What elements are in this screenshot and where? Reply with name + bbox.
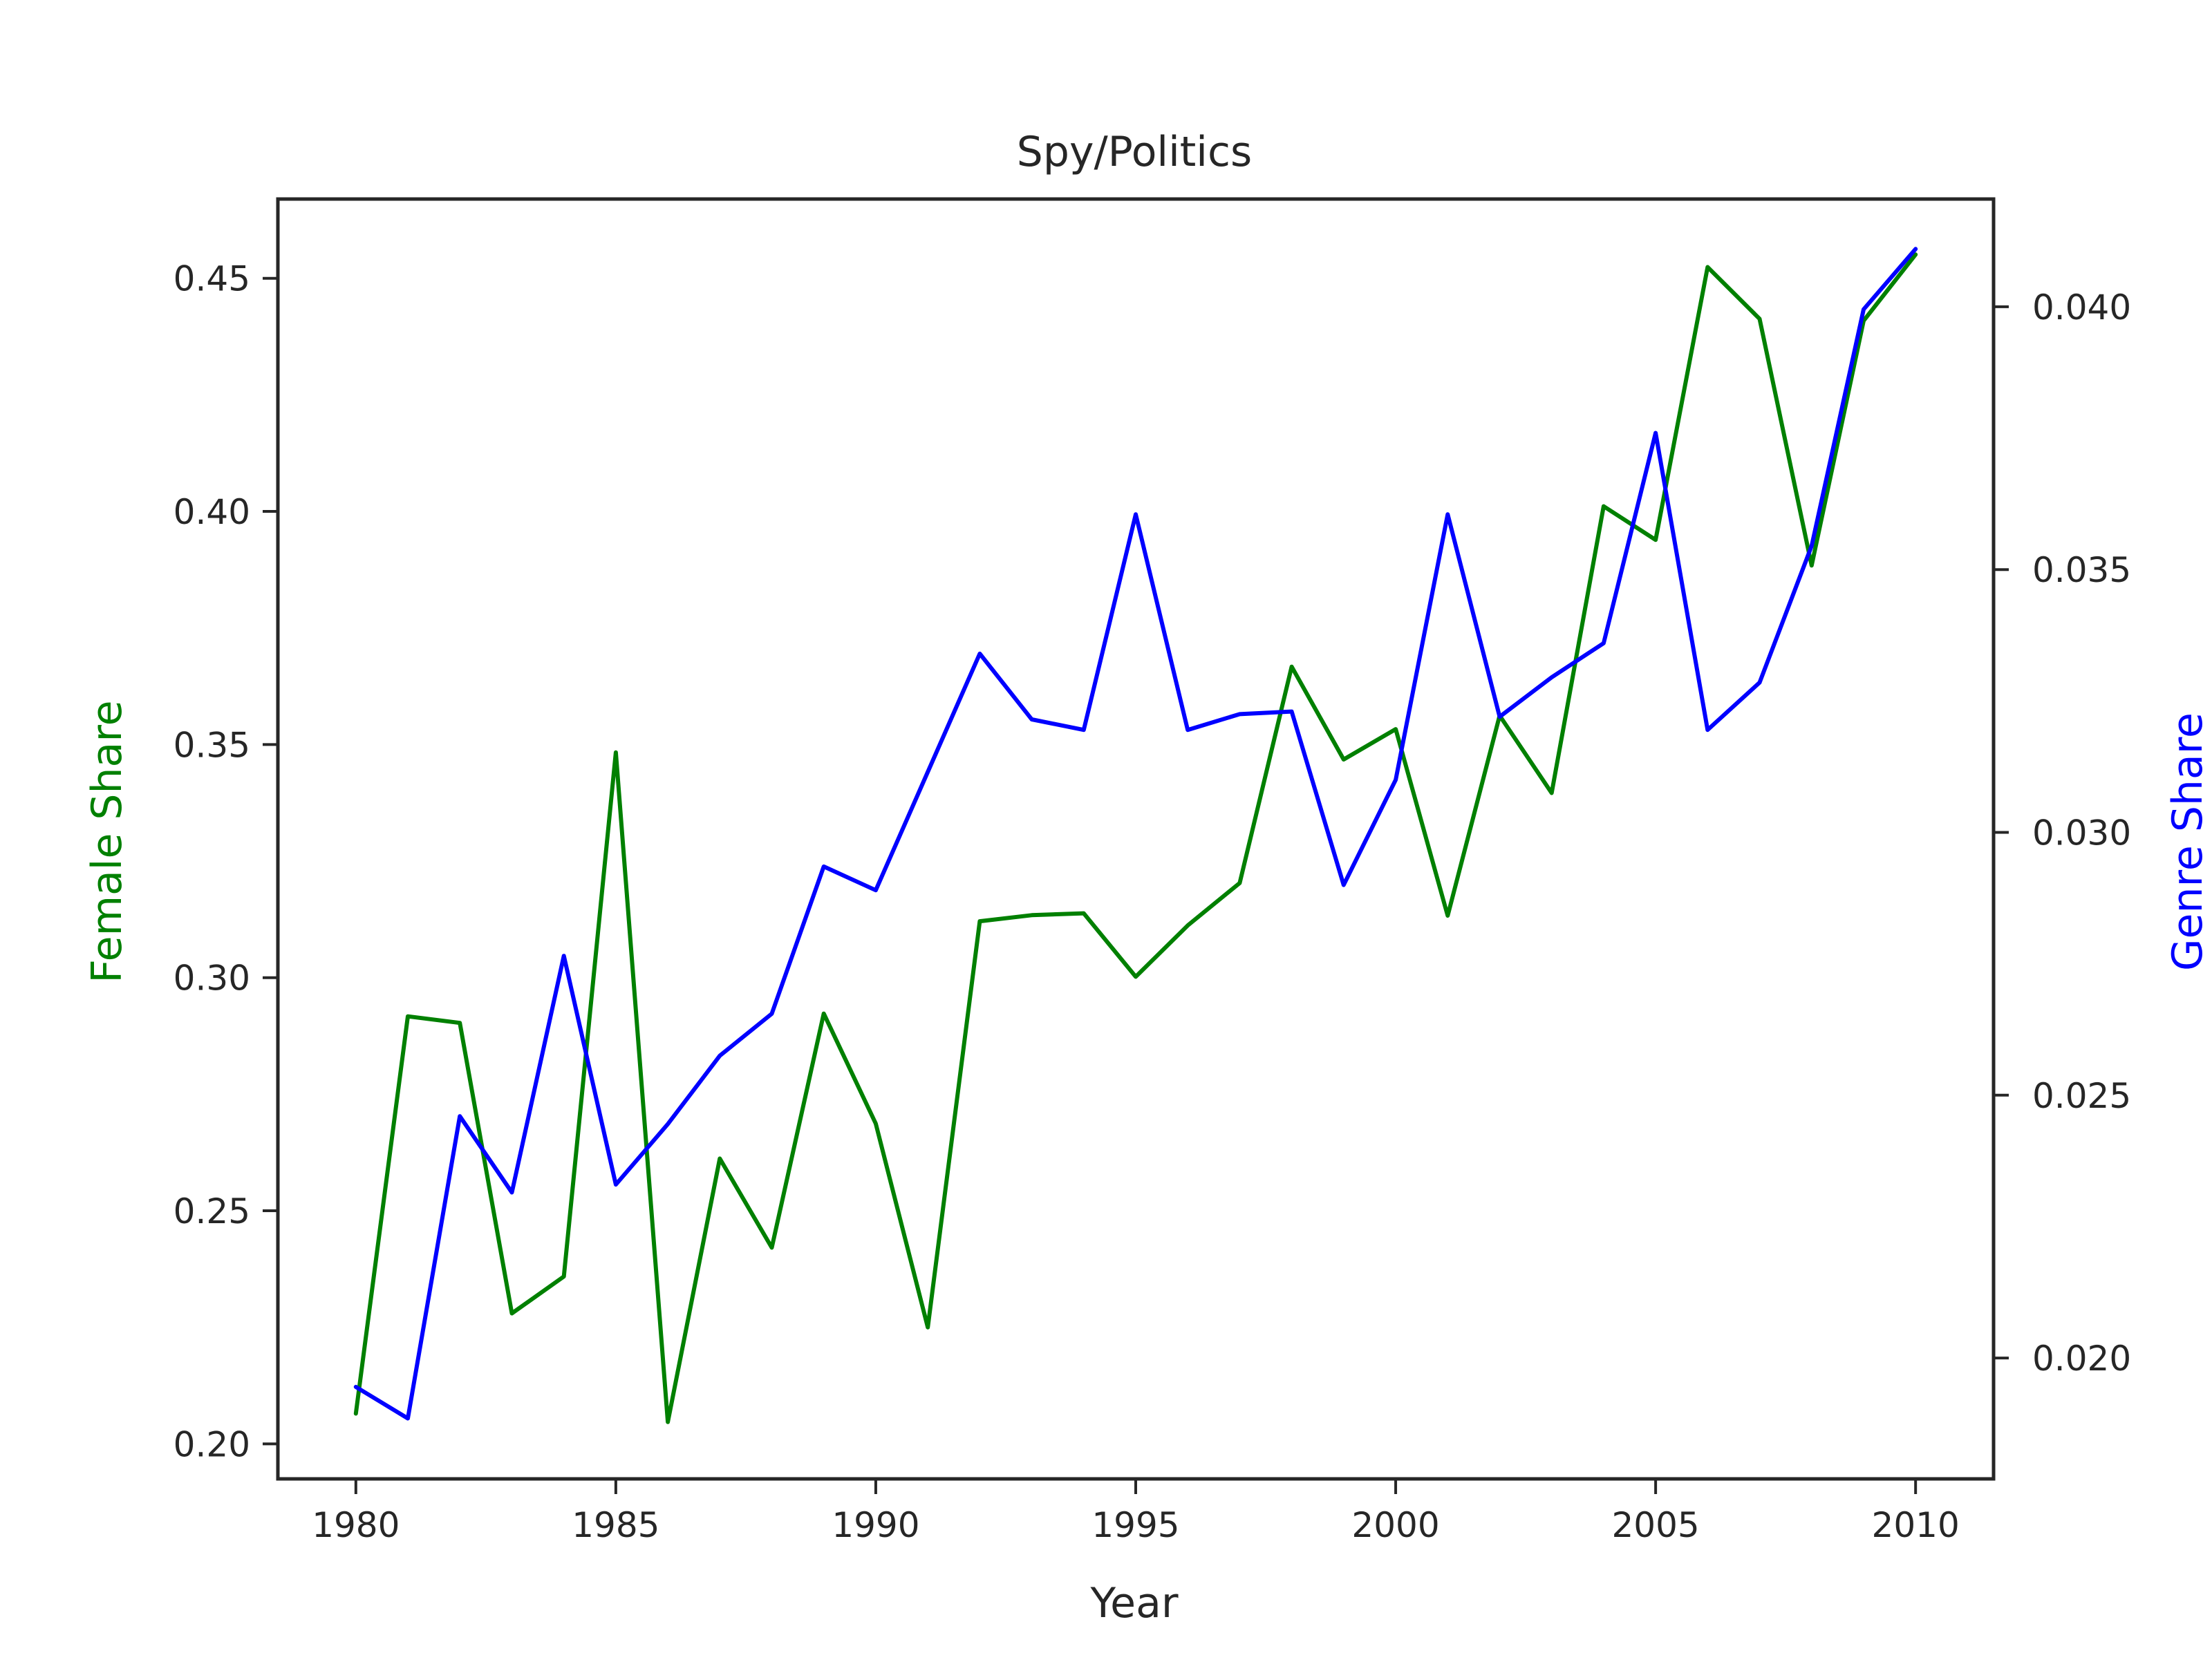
x-tick-label: 2000 (1351, 1505, 1439, 1545)
y-left-tick-label: 0.35 (174, 725, 250, 765)
x-tick-label: 2005 (1611, 1505, 1699, 1545)
right-axis-ticks: 0.020 0.025 0.030 0.035 0.040 (1994, 287, 2131, 1379)
series-line-genre-share (353, 247, 1918, 1421)
series-layer (353, 247, 1918, 1424)
y-right-tick-label: 0.020 (2032, 1339, 2131, 1379)
y-right-tick-label: 0.040 (2032, 287, 2131, 328)
y-axis-left-label: Female Share (83, 700, 131, 983)
x-axis-label: Year (1089, 1579, 1178, 1627)
y-left-tick-label: 0.40 (174, 492, 250, 532)
y-right-tick-label: 0.025 (2032, 1076, 2131, 1116)
y-left-tick-label: 0.30 (174, 959, 250, 999)
y-left-tick-label: 0.25 (174, 1191, 250, 1231)
y-right-tick-label: 0.030 (2032, 813, 2131, 853)
y-axis-right-label: Genre Share (2164, 712, 2212, 971)
x-axis-ticks: 1980 1985 1990 1995 2000 2005 2010 (312, 1479, 1960, 1545)
y-right-tick-label: 0.035 (2032, 550, 2131, 590)
x-tick-label: 2010 (1872, 1505, 1960, 1545)
series-line-female-share (353, 252, 1918, 1424)
x-tick-label: 1995 (1091, 1505, 1179, 1545)
left-axis-ticks: 0.20 0.25 0.30 0.35 0.40 0.45 (174, 259, 278, 1464)
x-tick-label: 1985 (572, 1505, 659, 1545)
x-tick-label: 1990 (832, 1505, 919, 1545)
chart-title: Spy/Politics (1017, 128, 1252, 176)
y-left-tick-label: 0.20 (174, 1424, 250, 1464)
x-tick-label: 1980 (312, 1505, 400, 1545)
y-left-tick-label: 0.45 (174, 259, 250, 299)
